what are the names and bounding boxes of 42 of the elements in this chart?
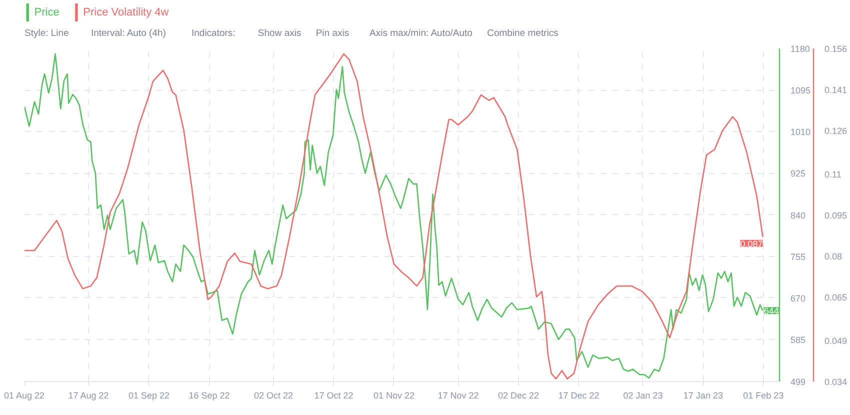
data-label: 644 bbox=[764, 306, 779, 316]
text: Combine metrics bbox=[487, 28, 559, 39]
text: Show axis bbox=[258, 28, 302, 39]
y2-tick-label: 0.095 bbox=[824, 210, 848, 220]
legend-label: Price Volatility 4w bbox=[83, 6, 169, 18]
text: Indicators: bbox=[191, 28, 236, 39]
x-tick-label: 02 Oct 22 bbox=[254, 390, 294, 400]
x-tick-label: 17 Aug 22 bbox=[68, 390, 109, 400]
y-tick-label: 1095 bbox=[790, 86, 811, 96]
legend-label: Price bbox=[34, 6, 60, 18]
text: Pin axis bbox=[316, 28, 350, 39]
y2-tick-label: 0.141 bbox=[824, 84, 848, 95]
text: Style: Line bbox=[24, 28, 69, 39]
y-tick-label: 585 bbox=[790, 334, 806, 345]
x-tick-label: 17 Dec 22 bbox=[558, 390, 600, 400]
y-tick-label: 840 bbox=[790, 210, 806, 220]
y-tick-label: 1010 bbox=[790, 127, 811, 138]
y-tick-label: 1180 bbox=[790, 44, 810, 54]
x-tick-label: 02 Dec 22 bbox=[498, 390, 539, 400]
x-tick-label: 16 Sep 22 bbox=[188, 390, 230, 400]
y-tick-label: 499 bbox=[790, 377, 806, 387]
y-tick-label: 755 bbox=[790, 252, 806, 262]
y-tick-label: 925 bbox=[790, 168, 806, 179]
x-tick-label: 01 Nov 22 bbox=[373, 390, 414, 400]
data-label: 0.087 bbox=[740, 238, 763, 249]
y2-tick-label: 0.11 bbox=[824, 170, 842, 180]
text: Axis max/min: Auto/Auto bbox=[369, 28, 472, 39]
y2-tick-label: 0.034 bbox=[824, 377, 848, 387]
y2-tick-label: 0.126 bbox=[824, 126, 848, 136]
text: Interval: Auto (4h) bbox=[90, 28, 166, 39]
x-tick-label: 17 Oct 22 bbox=[314, 390, 354, 400]
x-tick-label: 02 Jan 23 bbox=[623, 390, 663, 400]
y2-tick-label: 0.156 bbox=[824, 44, 848, 54]
x-tick-label: 17 Jan 23 bbox=[683, 390, 723, 400]
y2-tick-label: 0.08 bbox=[824, 251, 842, 262]
x-tick-label: 01 Sep 22 bbox=[128, 390, 170, 400]
x-tick-label: 17 Nov 22 bbox=[438, 390, 479, 400]
x-tick-label: 01 Aug 22 bbox=[4, 390, 45, 400]
y2-tick-label: 0.065 bbox=[824, 292, 848, 302]
x-tick-label: 01 Feb 23 bbox=[743, 390, 784, 400]
y-tick-label: 670 bbox=[790, 293, 806, 304]
y2-tick-label: 0.049 bbox=[824, 336, 848, 346]
